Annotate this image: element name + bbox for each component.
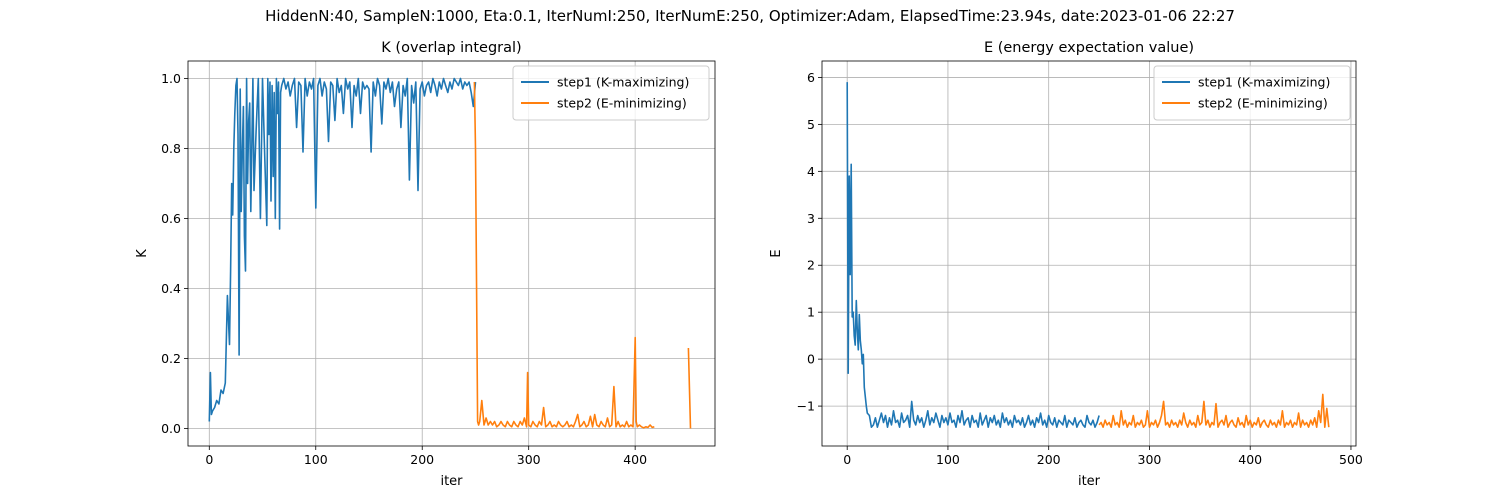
legend-frame xyxy=(512,65,710,121)
y-tick-label: 0.8 xyxy=(161,141,181,156)
x-tick-label: 200 xyxy=(410,452,434,467)
y-tick-label: 4 xyxy=(807,164,815,179)
series-line xyxy=(846,82,1100,429)
x-tick-label: 400 xyxy=(1238,452,1262,467)
y-tick-label: 0.6 xyxy=(161,211,181,226)
x-axis-label: iter xyxy=(440,474,463,489)
legend-frame xyxy=(1153,65,1351,121)
series-line xyxy=(1098,393,1330,429)
y-tick-label: 1.0 xyxy=(161,71,181,86)
legend-label: step1 (K-maximizing) xyxy=(1198,75,1330,90)
x-tick-label: 100 xyxy=(304,452,328,467)
y-tick-label: 0.4 xyxy=(161,281,181,296)
y-tick-label: 6 xyxy=(807,70,815,85)
legend-label: step2 (E-minimizing) xyxy=(557,96,687,111)
series-line xyxy=(473,81,655,429)
x-tick-label: 300 xyxy=(1138,452,1162,467)
series-line xyxy=(208,77,477,422)
y-axis-label: E xyxy=(769,249,784,257)
y-tick-label: 0 xyxy=(807,352,815,367)
x-tick-label: 500 xyxy=(1339,452,1363,467)
x-tick-label: 0 xyxy=(843,452,851,467)
y-tick-label: 3 xyxy=(807,211,815,226)
y-axis-label: K xyxy=(135,249,150,258)
x-axis-label: iter xyxy=(1078,474,1101,489)
chart-title: K (overlap integral) xyxy=(381,40,521,56)
y-tick-label: −1 xyxy=(797,399,815,414)
plot-frame xyxy=(187,60,716,447)
y-tick-label: 2 xyxy=(807,258,815,273)
x-tick-label: 100 xyxy=(936,452,960,467)
y-tick-label: 1 xyxy=(807,305,815,320)
chart-panel-1: 0 100 200 300 400 0.0 0.2 0.4 0.6 0.8 1.0 K (overla… xyxy=(135,40,716,489)
x-tick-label: 400 xyxy=(623,452,647,467)
y-tick-label: 0.2 xyxy=(161,351,181,366)
x-tick-label: 200 xyxy=(1037,452,1061,467)
legend: step1 (K-maximizing) step2 (E-minimizing) xyxy=(512,65,710,121)
x-tick-label: 0 xyxy=(205,452,213,467)
chart-title: E (energy expectation value) xyxy=(984,40,1194,56)
x-tick-label: 300 xyxy=(517,452,541,467)
plot-frame xyxy=(821,60,1357,447)
legend-label: step2 (E-minimizing) xyxy=(1198,96,1328,111)
legend-label: step1 (K-maximizing) xyxy=(557,75,689,90)
legend: step1 (K-maximizing) step2 (E-minimizing) xyxy=(1153,65,1351,121)
figure-suptitle: HiddenN:40, SampleN:1000, Eta:0.1, IterN… xyxy=(265,7,1235,25)
y-tick-label: 0.0 xyxy=(161,421,181,436)
series-line xyxy=(687,347,692,429)
y-tick-label: 5 xyxy=(807,117,815,132)
chart-panel-2: 0 100 200 300 400 500 −1 0 1 2 3 4 5 6 E (energy expec… xyxy=(769,40,1363,489)
